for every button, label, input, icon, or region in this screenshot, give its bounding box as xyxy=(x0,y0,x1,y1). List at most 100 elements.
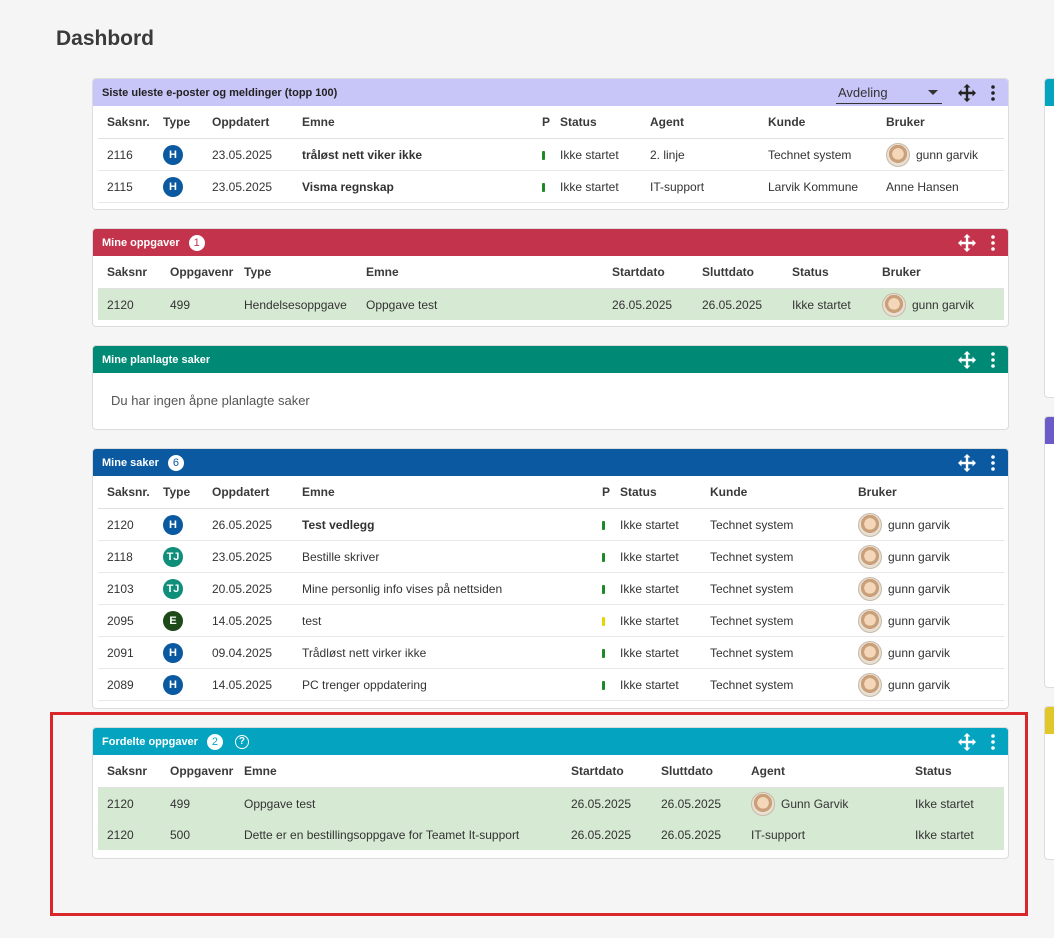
cell-emne: PC trenger oppdatering xyxy=(293,668,593,701)
move-icon[interactable] xyxy=(958,453,976,472)
table-row[interactable]: 2120 H 26.05.2025 Test vedlegg Ikke star… xyxy=(98,508,1004,541)
cell-saksnr: 2095 xyxy=(98,604,154,637)
column-header[interactable]: Status xyxy=(611,476,701,509)
cell-type: E xyxy=(154,604,203,637)
user-name: gunn garvik xyxy=(888,581,951,596)
column-header[interactable]: Type xyxy=(154,106,203,139)
column-header[interactable]: Sluttdato xyxy=(693,256,783,289)
column-header[interactable]: Saksnr. xyxy=(98,476,154,509)
panel-title: Fordelte oppgaver xyxy=(102,735,198,748)
department-select[interactable]: Avdeling xyxy=(836,82,942,104)
table-row[interactable]: 2120 500 Dette er en bestillingsoppgave … xyxy=(98,819,1004,850)
cell-saksnr: 2120 xyxy=(98,508,154,541)
cell-sluttdato: 26.05.2025 xyxy=(693,288,783,320)
column-header[interactable]: Saksnr xyxy=(98,755,161,788)
cell-status: Ikke startet xyxy=(611,668,701,701)
my-tasks-panel: Mine oppgaver 1 Saksnr Oppgavenr Type Em… xyxy=(92,228,1009,327)
column-header[interactable]: Bruker xyxy=(849,476,1004,509)
cell-agent: 2. linje xyxy=(641,138,759,171)
cell-emne: test xyxy=(293,604,593,637)
cell-saksnr: 2115 xyxy=(98,170,154,203)
table-row[interactable]: 2103 TJ 20.05.2025 Mine personlig info v… xyxy=(98,572,1004,605)
avatar xyxy=(858,576,882,601)
cell-kunde: Technet system xyxy=(701,668,849,701)
help-icon[interactable]: ? xyxy=(234,734,249,749)
move-icon[interactable] xyxy=(958,732,976,751)
column-header[interactable]: Oppgavenr xyxy=(161,755,235,788)
column-header[interactable]: Oppdatert xyxy=(203,476,293,509)
cell-status: Ikke startet xyxy=(551,170,641,203)
cell-emne: Mine personlig info vises på nettsiden xyxy=(293,572,593,605)
table-header-row: Saksnr. Type Oppdatert Emne P Status Age… xyxy=(98,106,1004,139)
cell-agent: Gunn Garvik xyxy=(742,787,906,819)
cell-agent: IT-support xyxy=(742,819,906,850)
table-row[interactable]: 2115 H 23.05.2025 Visma regnskap Ikke st… xyxy=(98,170,1004,203)
cell-agent: IT-support xyxy=(641,170,759,203)
column-header[interactable]: Bruker xyxy=(877,106,1004,139)
move-icon[interactable] xyxy=(958,350,976,369)
column-header[interactable]: Emne xyxy=(235,755,562,788)
more-options-icon[interactable] xyxy=(986,733,1000,750)
cell-oppdatert: 23.05.2025 xyxy=(203,138,293,171)
count-badge: 1 xyxy=(188,234,205,251)
cell-emne: tråløst nett viker ikke xyxy=(293,138,533,171)
column-header[interactable]: Bruker xyxy=(873,256,1004,289)
column-header[interactable]: Agent xyxy=(641,106,759,139)
column-header[interactable]: P xyxy=(593,476,611,509)
more-options-icon[interactable] xyxy=(986,351,1000,368)
table-row[interactable]: 2118 TJ 23.05.2025 Bestille skriver Ikke… xyxy=(98,540,1004,573)
column-header[interactable]: Saksnr. xyxy=(98,106,154,139)
cell-oppgavenr: 499 xyxy=(161,288,235,320)
side-card-cyan xyxy=(1044,78,1054,398)
column-header[interactable]: Agent xyxy=(742,755,906,788)
cell-type: TJ xyxy=(154,572,203,605)
more-options-icon[interactable] xyxy=(986,84,1000,101)
cases-panel-header: Mine saker 6 xyxy=(93,449,1008,476)
table-row[interactable]: 2095 E 14.05.2025 test Ikke startet Tech… xyxy=(98,604,1004,637)
cell-saksnr: 2116 xyxy=(98,138,154,171)
user-name: gunn garvik xyxy=(888,613,951,628)
column-header[interactable]: Type xyxy=(154,476,203,509)
column-header[interactable]: Status xyxy=(906,755,1004,788)
column-header[interactable]: Kunde xyxy=(759,106,877,139)
assigned-panel-header: Fordelte oppgaver 2 ? xyxy=(93,728,1008,755)
table-row[interactable]: 2120 499 Hendelsesoppgave Oppgave test 2… xyxy=(98,288,1004,320)
column-header[interactable]: Startdato xyxy=(603,256,693,289)
cell-oppgavenr: 500 xyxy=(161,819,235,850)
cell-oppdatert: 14.05.2025 xyxy=(203,604,293,637)
cell-priority xyxy=(593,572,611,605)
priority-indicator xyxy=(602,584,605,594)
column-header[interactable]: Sluttdato xyxy=(652,755,742,788)
column-header[interactable]: Oppgavenr xyxy=(161,256,235,289)
cell-priority xyxy=(593,636,611,669)
cell-priority xyxy=(593,604,611,637)
table-row[interactable]: 2116 H 23.05.2025 tråløst nett viker ikk… xyxy=(98,138,1004,171)
column-header[interactable]: Status xyxy=(551,106,641,139)
column-header[interactable]: Status xyxy=(783,256,873,289)
column-header[interactable]: Saksnr xyxy=(98,256,161,289)
table-row[interactable]: 2120 499 Oppgave test 26.05.2025 26.05.2… xyxy=(98,787,1004,819)
column-header[interactable]: Emne xyxy=(293,106,533,139)
avatar xyxy=(751,791,775,816)
table-row[interactable]: 2091 H 09.04.2025 Trådløst nett virker i… xyxy=(98,636,1004,669)
column-header[interactable]: Emne xyxy=(357,256,603,289)
cell-saksnr: 2103 xyxy=(98,572,154,605)
move-icon[interactable] xyxy=(958,83,976,102)
cell-saksnr: 2091 xyxy=(98,636,154,669)
column-header[interactable]: Startdato xyxy=(562,755,652,788)
cell-status: Ikke startet xyxy=(611,540,701,573)
cell-bruker: Anne Hansen xyxy=(877,170,1004,203)
assigned-table: Saksnr Oppgavenr Emne Startdato Sluttdat… xyxy=(98,755,1004,850)
table-row[interactable]: 2089 H 14.05.2025 PC trenger oppdatering… xyxy=(98,668,1004,701)
cell-priority xyxy=(593,540,611,573)
column-header[interactable]: Emne xyxy=(293,476,593,509)
more-options-icon[interactable] xyxy=(986,234,1000,251)
type-badge: H xyxy=(163,514,183,535)
move-icon[interactable] xyxy=(958,233,976,252)
column-header[interactable]: P xyxy=(533,106,551,139)
column-header[interactable]: Kunde xyxy=(701,476,849,509)
column-header[interactable]: Oppdatert xyxy=(203,106,293,139)
column-header[interactable]: Type xyxy=(235,256,357,289)
cell-kunde: Technet system xyxy=(701,508,849,541)
more-options-icon[interactable] xyxy=(986,454,1000,471)
